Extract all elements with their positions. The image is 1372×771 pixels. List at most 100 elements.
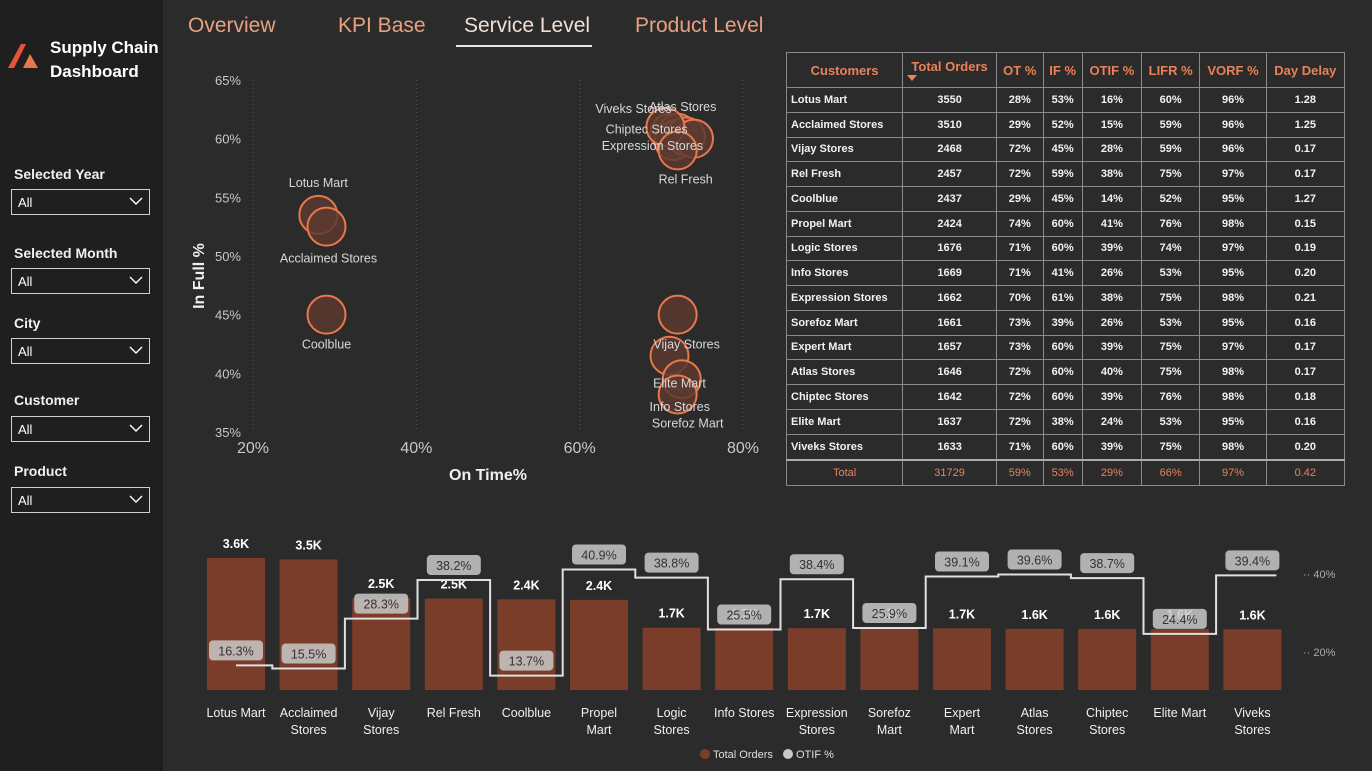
y-axis-title: In Full % — [191, 243, 208, 309]
column-header[interactable]: IF % — [1042, 52, 1083, 88]
bubble-point[interactable] — [306, 206, 347, 247]
bar[interactable] — [860, 628, 919, 690]
table-cell: 60% — [1042, 433, 1083, 461]
table-cell: 38% — [1081, 285, 1142, 311]
table-cell: 97% — [1199, 334, 1267, 361]
table-cell: 29% — [1081, 458, 1142, 486]
bar[interactable] — [642, 627, 701, 690]
table-cell: 71% — [996, 433, 1044, 461]
y2-tick-label: ·· 20% — [1303, 647, 1336, 659]
table-cell: 53% — [1140, 309, 1201, 336]
bubble-point[interactable] — [657, 130, 698, 171]
bar[interactable] — [1223, 629, 1282, 690]
logo-icon — [8, 44, 38, 68]
table-cell: 0.16 — [1265, 309, 1346, 336]
bubble-point[interactable] — [657, 294, 698, 335]
table-cell: 73% — [996, 309, 1044, 336]
table-cell: 75% — [1140, 334, 1201, 361]
bar-value-label: 1.7K — [804, 607, 830, 621]
column-header[interactable]: OT % — [996, 52, 1044, 88]
column-header[interactable]: OTIF % — [1081, 52, 1142, 88]
otif-label-box — [1225, 550, 1280, 571]
bar[interactable] — [1078, 628, 1137, 690]
bar[interactable] — [570, 599, 628, 690]
tab-service-level[interactable]: Service Level — [464, 14, 591, 37]
year-select[interactable]: All — [11, 189, 150, 215]
otif-value-label: 38.8% — [654, 557, 689, 571]
city-select[interactable]: All — [11, 338, 150, 364]
scatter-chart: 20% 40% 60% 80% 65% 60% 55% 50% 45% 40% 35% On Time… — [191, 73, 759, 484]
y-tick-label: 50% — [215, 249, 241, 264]
otif-value-label: 15.5% — [291, 648, 326, 662]
table-cell: 95% — [1199, 260, 1267, 286]
legend-label: OTIF % — [796, 749, 834, 761]
table-cell: 72% — [996, 136, 1044, 163]
bar-value-label: 2.4K — [586, 579, 612, 593]
category-label: Acclaimed Stores — [280, 706, 338, 737]
table-cell: 59% — [1042, 161, 1083, 187]
tab-overview[interactable]: Overview — [188, 14, 276, 37]
table-cell: 0.17 — [1265, 359, 1346, 385]
otif-label-box — [209, 640, 263, 661]
table-cell: 71% — [996, 260, 1044, 286]
table-row: Logic Stores 1676 71% 60% 39% 74% 97% 0.19 — [785, 235, 1346, 262]
table-cell: 53% — [1042, 458, 1083, 486]
table-cell: Expression Stores — [785, 285, 904, 311]
otif-label-box — [281, 643, 336, 664]
otif-value-label: 28.3% — [363, 598, 398, 612]
table-cell: 2457 — [902, 161, 998, 187]
table-cell: 52% — [1042, 111, 1083, 138]
y-tick-label: 40% — [215, 366, 241, 381]
table-cell: 95% — [1199, 309, 1267, 336]
customer-select[interactable]: All — [11, 416, 150, 442]
table-cell: 1.27 — [1265, 186, 1346, 212]
table-cell: 39% — [1042, 309, 1083, 336]
category-label: Rel Fresh — [427, 706, 481, 720]
table-cell: 28% — [1081, 136, 1142, 163]
product-select[interactable]: All — [11, 487, 150, 513]
bar[interactable] — [279, 559, 338, 690]
table-cell: 76% — [1140, 210, 1201, 237]
column-header[interactable]: Day Delay — [1265, 52, 1346, 88]
table-cell: Viveks Stores — [785, 433, 904, 461]
bubble-label: Chiptec Stores — [606, 123, 688, 137]
table-cell: 72% — [996, 408, 1044, 435]
tab-kpi-base[interactable]: KPI Base — [338, 14, 426, 37]
table-cell: Acclaimed Stores — [785, 111, 904, 138]
bar[interactable] — [787, 628, 846, 690]
column-header[interactable]: LIFR % — [1140, 52, 1201, 88]
chevron-down-icon — [129, 197, 143, 205]
bar[interactable] — [1005, 628, 1064, 690]
table-cell: 1637 — [902, 408, 998, 435]
customer-kpi-table: Customers Total Orders OT % IF % OTIF % LIFR … — [785, 52, 1346, 486]
bar[interactable] — [933, 628, 991, 690]
category-label: Logic Stores — [654, 706, 690, 737]
bubble-point[interactable] — [306, 294, 347, 335]
bubble-label: Lotus Mart — [289, 176, 349, 190]
y-tick-label: 55% — [215, 190, 241, 205]
table-cell: 29% — [996, 186, 1044, 212]
table-cell: 39% — [1081, 384, 1142, 410]
bubble-label: Coolblue — [302, 338, 351, 352]
table-cell: Propel Mart — [785, 210, 904, 237]
category-label: Lotus Mart — [206, 706, 266, 720]
bar[interactable] — [207, 558, 265, 690]
table-row: Viveks Stores 1633 71% 60% 39% 75% 98% 0.20 — [785, 433, 1346, 461]
sidebar: Supply Chain Dashboard Selected Year All… — [0, 0, 163, 771]
column-header[interactable]: Customers — [785, 52, 904, 88]
otif-value-label: 38.4% — [799, 558, 834, 572]
chevron-down-icon — [129, 495, 143, 503]
table-cell: 38% — [1081, 161, 1142, 187]
bar[interactable] — [715, 627, 774, 690]
tab-product-level[interactable]: Product Level — [635, 14, 764, 37]
month-select[interactable]: All — [11, 268, 150, 294]
column-header[interactable]: Total Orders — [902, 52, 998, 88]
table-row: Elite Mart 1637 72% 38% 24% 53% 95% 0.16 — [785, 408, 1346, 435]
column-header[interactable]: VORF % — [1199, 52, 1267, 88]
bar[interactable] — [1150, 629, 1209, 690]
otif-value-label: 39.6% — [1017, 554, 1052, 568]
bubble-point[interactable] — [657, 374, 698, 415]
bar[interactable] — [424, 598, 483, 690]
filter-label-customer: Customer — [14, 392, 80, 408]
table-cell: 97% — [1199, 458, 1267, 486]
